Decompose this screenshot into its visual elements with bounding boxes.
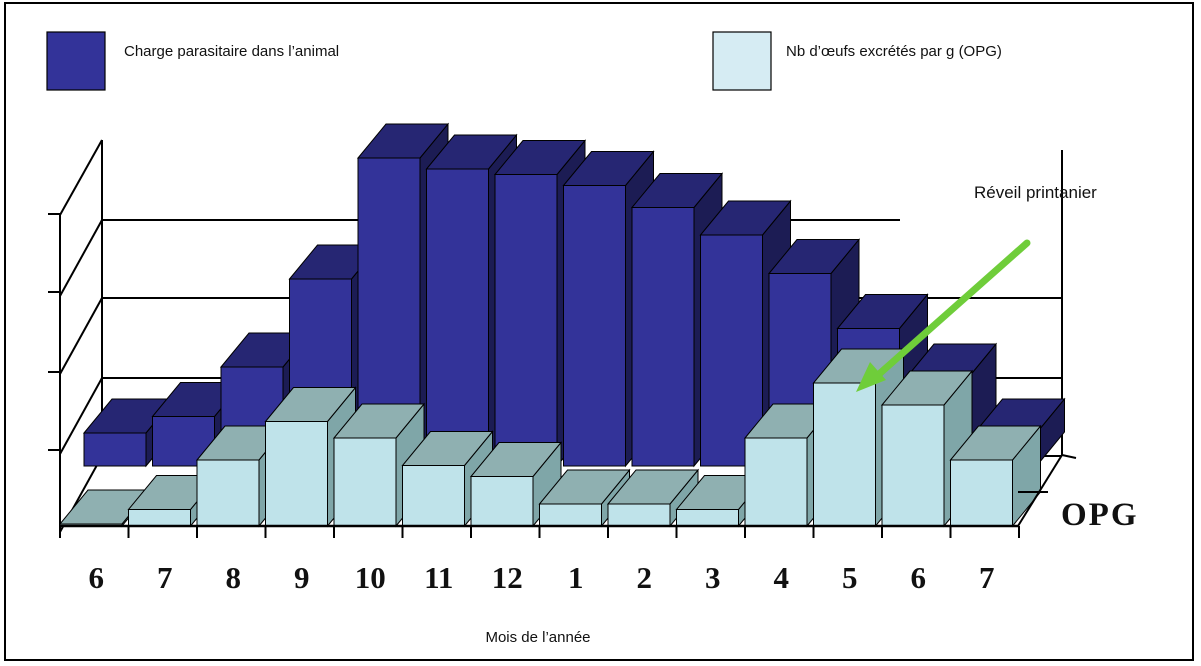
axis-layer: [59, 454, 1077, 538]
legend-swatch-series-2: [712, 31, 772, 91]
legend-swatch-series-1: [46, 31, 106, 91]
bar-opg-5-front: [402, 465, 465, 527]
bar-opg-11-front: [813, 382, 876, 527]
bar-opg-8-front: [607, 503, 671, 527]
side-wall-top-edge: [59, 139, 103, 216]
x-tick-label-10: 4: [774, 560, 790, 595]
annotation-text: Réveil printanier: [974, 183, 1097, 202]
gridline-side-0: [59, 219, 103, 297]
bar-charge-6-front: [494, 174, 558, 467]
gridline-side-2: [59, 377, 103, 455]
bar-opg-1-front: [128, 509, 191, 527]
x-tick-label-3: 9: [294, 560, 310, 595]
x-tick-label-9: 3: [705, 560, 721, 595]
bar-opg-9-front: [676, 509, 739, 527]
bar-opg-7-front: [539, 503, 602, 527]
bar-opg-12-front: [881, 404, 945, 527]
x-tick-label-1: 7: [157, 560, 173, 595]
bar-opg-3-front: [265, 421, 328, 527]
x-tick-label-8: 2: [637, 560, 653, 595]
bar-opg-13-front: [950, 459, 1013, 527]
back-series-bars: [82, 122, 1066, 468]
x-tick-label-4: 10: [355, 560, 386, 595]
depth-axis-label: OPG: [1061, 497, 1139, 533]
depth-tick-2: [1061, 454, 1077, 459]
x-tick-label-0: 6: [89, 560, 105, 595]
bar-opg-2-front: [196, 459, 260, 527]
bar-opg-8: [606, 468, 700, 528]
bar-opg-6-front: [470, 476, 534, 527]
front-series-bars: [58, 347, 1042, 528]
x-tick-label-13: 7: [979, 560, 995, 595]
x-axis-title: Mois de l’année: [485, 629, 590, 646]
bar-opg-4-front: [333, 437, 397, 527]
legend-label-series-1: Charge parasitaire dans l’animal: [124, 43, 339, 60]
bar-charge-9-front: [700, 234, 763, 467]
x-tick-label-11: 5: [842, 560, 858, 595]
x-tick-label-7: 1: [568, 560, 584, 595]
bar-charge-5-front: [426, 168, 489, 467]
x-tick-label-5: 11: [424, 560, 453, 595]
x-tick-label-12: 6: [911, 560, 927, 595]
gridline-side-1: [59, 297, 103, 375]
floor-right-edge: [1017, 454, 1063, 527]
bar-opg-13: [949, 424, 1042, 528]
x-tick-label-2: 8: [226, 560, 242, 595]
legend: Charge parasitaire dans l’animal Nb d’œu…: [46, 31, 1002, 91]
bar-charge-0-front: [83, 432, 147, 467]
legend-label-series-2: Nb d’œufs excrétés par g (OPG): [786, 43, 1002, 60]
annotation-arrow: [856, 239, 1031, 392]
bar-charge-8-front: [631, 207, 695, 467]
bar-charge-7-front: [563, 185, 626, 467]
x-tick-label-6: 12: [492, 560, 523, 595]
x-tick-labels: 6 7 8 9 10 11 12 1 2 3 4 5 6 7: [89, 560, 995, 595]
bar-opg-10-front: [744, 437, 808, 527]
